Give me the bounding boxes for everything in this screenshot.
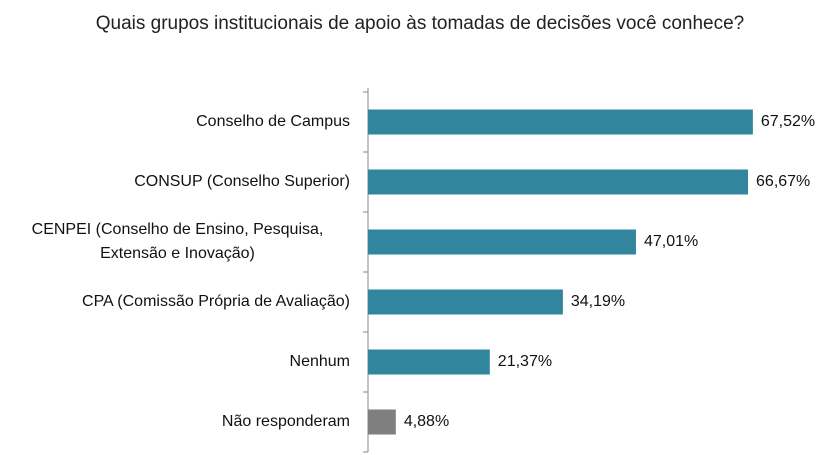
value-label: 47,01% <box>643 233 699 250</box>
category-label: CPA (Comissão Própria de Avaliação) <box>5 290 350 314</box>
bar <box>368 409 396 435</box>
value-label: 4,88% <box>403 413 450 430</box>
category-text: Nenhum <box>289 353 350 370</box>
category-text: CENPEI (Conselho de Ensino, Pesquisa, Ex… <box>31 221 324 262</box>
bar <box>368 229 636 255</box>
category-text: Não responderam <box>221 413 350 430</box>
value-label: 34,19% <box>570 293 626 310</box>
category-label: CENPEI (Conselho de Ensino, Pesquisa, Ex… <box>5 218 350 266</box>
value-label: 67,52% <box>760 113 816 130</box>
category-text: Conselho de Campus <box>196 113 350 130</box>
bar <box>368 109 753 135</box>
category-label: Conselho de Campus <box>5 110 350 134</box>
chart-title: Quais grupos institucionais de apoio às … <box>95 13 745 34</box>
category-label: Não responderam <box>5 410 350 434</box>
category-text: CONSUP (Conselho Superior) <box>134 173 350 190</box>
category-label: Nenhum <box>5 350 350 374</box>
bar <box>368 349 490 375</box>
category-label: CONSUP (Conselho Superior) <box>5 170 350 194</box>
value-label: 66,67% <box>756 173 811 190</box>
bar <box>368 289 563 315</box>
bar <box>368 169 749 195</box>
category-text: CPA (Comissão Própria de Avaliação) <box>82 293 350 310</box>
value-label: 21,37% <box>497 353 553 370</box>
